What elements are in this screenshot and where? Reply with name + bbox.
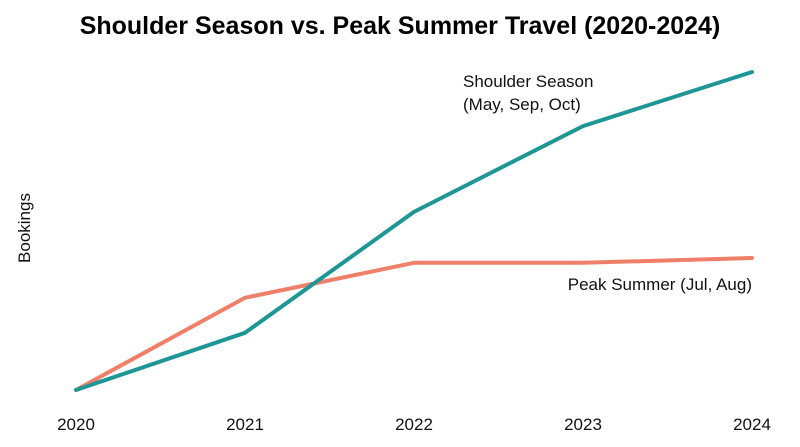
x-tick-label: 2021: [226, 415, 264, 434]
series-lines: [74, 70, 754, 392]
shoulder-season-line: [74, 70, 754, 392]
peak-summer-line: [74, 256, 754, 392]
peak-summer-label: Peak Summer (Jul, Aug): [568, 275, 752, 294]
x-axis-ticks: 2020 2021 2022 2023 2024: [57, 415, 771, 434]
shoulder-season-label: (May, Sep, Oct): [463, 95, 581, 114]
series-labels: Shoulder Season (May, Sep, Oct) Peak Summe…: [463, 72, 752, 294]
chart-title: Shoulder Season vs. Peak Summer Travel (…: [80, 12, 721, 40]
x-tick-label: 2022: [395, 415, 433, 434]
x-tick-label: 2020: [57, 415, 95, 434]
shoulder-season-label: Shoulder Season: [463, 72, 593, 91]
y-axis-label: Bookings: [15, 193, 34, 263]
x-tick-label: 2023: [564, 415, 602, 434]
x-tick-label: 2024: [733, 415, 771, 434]
